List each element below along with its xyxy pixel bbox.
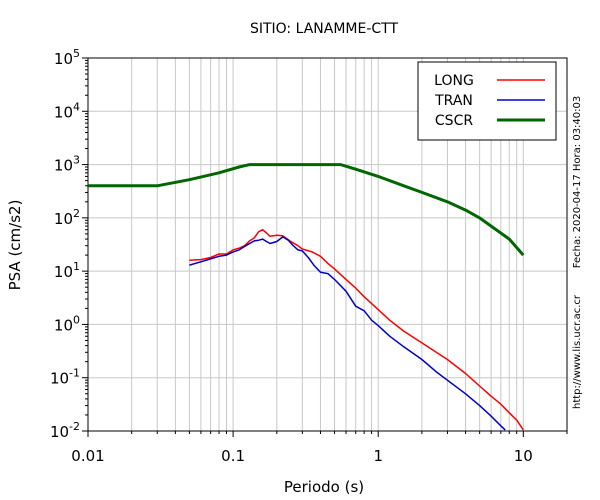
url-text: http://www.lis.ucr.ac.cr (572, 294, 583, 409)
y-tick-label: 104 (54, 100, 80, 121)
y-tick-label: 103 (54, 154, 80, 175)
legend-label: TRAN (434, 93, 473, 109)
y-tick-label: 10-1 (50, 367, 80, 388)
y-tick-label: 10-2 (50, 420, 80, 441)
axis-ticks: 0.01 0.1 1 10 10-2 10-1 100 101 102 103 104 105 (50, 47, 568, 465)
series-lines (88, 163, 525, 431)
x-tick-label: 1 (373, 447, 383, 465)
y-axis-label: PSA (cm/s2) (6, 200, 24, 291)
series-line-cscr (88, 163, 525, 257)
y-tick-label: 101 (54, 260, 80, 281)
y-tick-label: 100 (54, 313, 80, 334)
plot-frame (87, 57, 568, 432)
legend-label: CSCR (435, 113, 473, 129)
timestamp-text: Fecha: 2020-04-17 Hora: 03:40:03 (572, 96, 583, 269)
y-tick-label: 102 (54, 207, 80, 228)
y-tick-label: 105 (54, 47, 80, 68)
series-line-tran (189, 236, 506, 431)
legend-label: LONG (434, 73, 474, 89)
x-axis-label: Periodo (s) (284, 478, 364, 496)
x-tick-label: 0.1 (221, 447, 245, 465)
legend-box (417, 61, 557, 141)
chart-title: SITIO: LANAMME-CTT (250, 21, 399, 37)
legend: LONG TRAN CSCR (417, 61, 557, 141)
x-tick-label: 10 (514, 447, 533, 465)
x-tick-label: 0.01 (71, 447, 104, 465)
series-line-long (189, 228, 524, 431)
